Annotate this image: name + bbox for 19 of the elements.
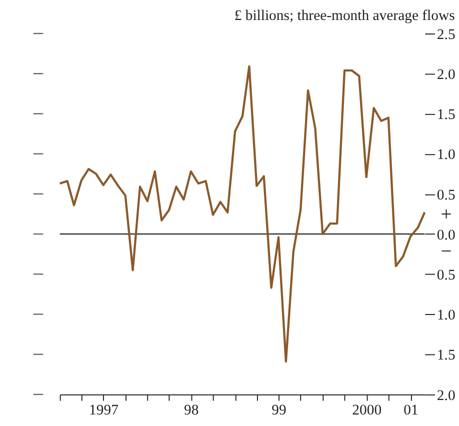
y-tick-label: 1.0 xyxy=(436,308,456,324)
y-tick-label: 2.0 xyxy=(436,388,456,404)
line-series xyxy=(58,65,426,363)
x-tick-label: 2000 xyxy=(352,402,382,419)
x-tick-label: 98 xyxy=(184,402,199,419)
y-tick-label: 0.0 xyxy=(436,227,456,244)
x-tick-label: 01 xyxy=(404,402,418,419)
y-tick-label: 1.5 xyxy=(436,348,456,364)
y-tick-label: 1.0 xyxy=(436,147,456,164)
x-tick-label: 1997 xyxy=(89,402,118,419)
y-tick-label: 1.5 xyxy=(436,107,456,124)
chart-title: £ billions; three-month average flows xyxy=(234,8,456,24)
y-tick-label: 2.5 xyxy=(436,26,456,43)
y-tick-label: 0.5 xyxy=(436,187,456,204)
y-tick-label: 2.0 xyxy=(436,67,456,84)
text: − xyxy=(440,242,452,263)
x-tick-label: 99 xyxy=(272,402,286,419)
y-tick-label: 0.5 xyxy=(436,268,456,284)
text: + xyxy=(440,204,452,226)
